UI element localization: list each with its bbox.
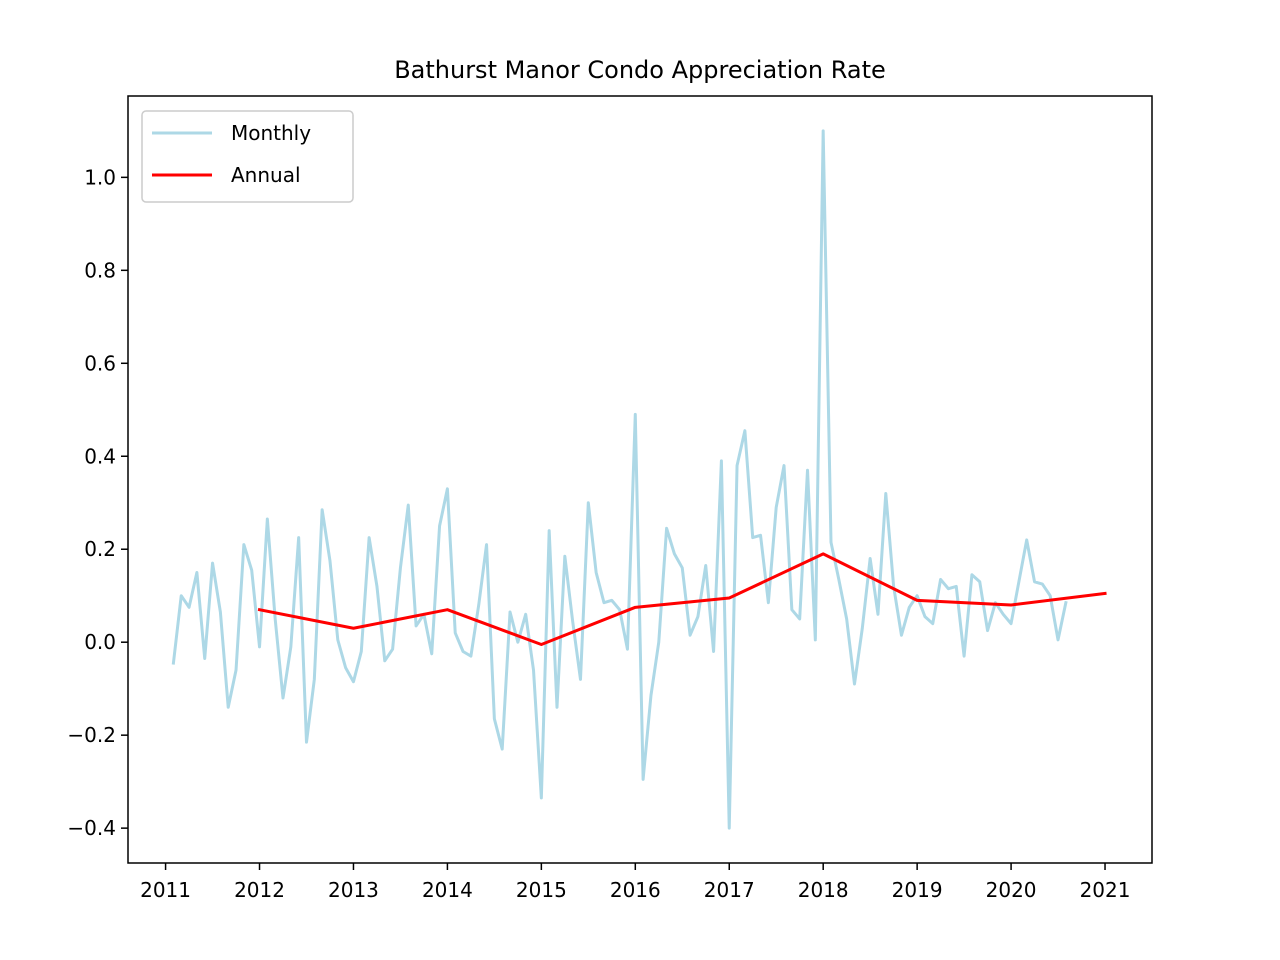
y-tick-label: −0.2 <box>67 723 116 747</box>
legend-label-monthly: Monthly <box>231 121 311 145</box>
x-tick-label: 2013 <box>328 878 379 902</box>
plot-area <box>128 96 1152 863</box>
x-tick-label: 2014 <box>422 878 473 902</box>
chart-title: Bathurst Manor Condo Appreciation Rate <box>394 56 886 84</box>
ticks-layer: 2011 2012 2013 2014 2015 2016 2017 2018 2019 2020… <box>67 165 1130 902</box>
x-tick-label: 2012 <box>234 878 285 902</box>
y-tick-label: 0.8 <box>84 258 116 282</box>
x-tick-label: 2021 <box>1080 878 1131 902</box>
series-line-monthly <box>171 129 1068 830</box>
legend-label-annual: Annual <box>231 163 301 187</box>
y-tick-label: 0.4 <box>84 444 116 468</box>
y-tick-label: −0.4 <box>67 816 116 840</box>
x-tick-label: 2020 <box>986 878 1037 902</box>
y-tick-label: 0.0 <box>84 630 116 654</box>
y-tick-label: 1.0 <box>84 165 116 189</box>
y-tick-label: 0.6 <box>84 351 116 375</box>
x-tick-label: 2011 <box>140 878 191 902</box>
legend: Monthly Annual <box>141 110 354 203</box>
x-tick-label: 2015 <box>516 878 567 902</box>
series-layer <box>171 129 1107 830</box>
plot-frame <box>127 95 1153 864</box>
x-tick-label: 2016 <box>610 878 661 902</box>
x-tick-label: 2019 <box>892 878 943 902</box>
x-tick-label: 2017 <box>704 878 755 902</box>
y-tick-label: 0.2 <box>84 537 116 561</box>
series-line-annual <box>257 552 1107 647</box>
x-tick-label: 2018 <box>798 878 849 902</box>
